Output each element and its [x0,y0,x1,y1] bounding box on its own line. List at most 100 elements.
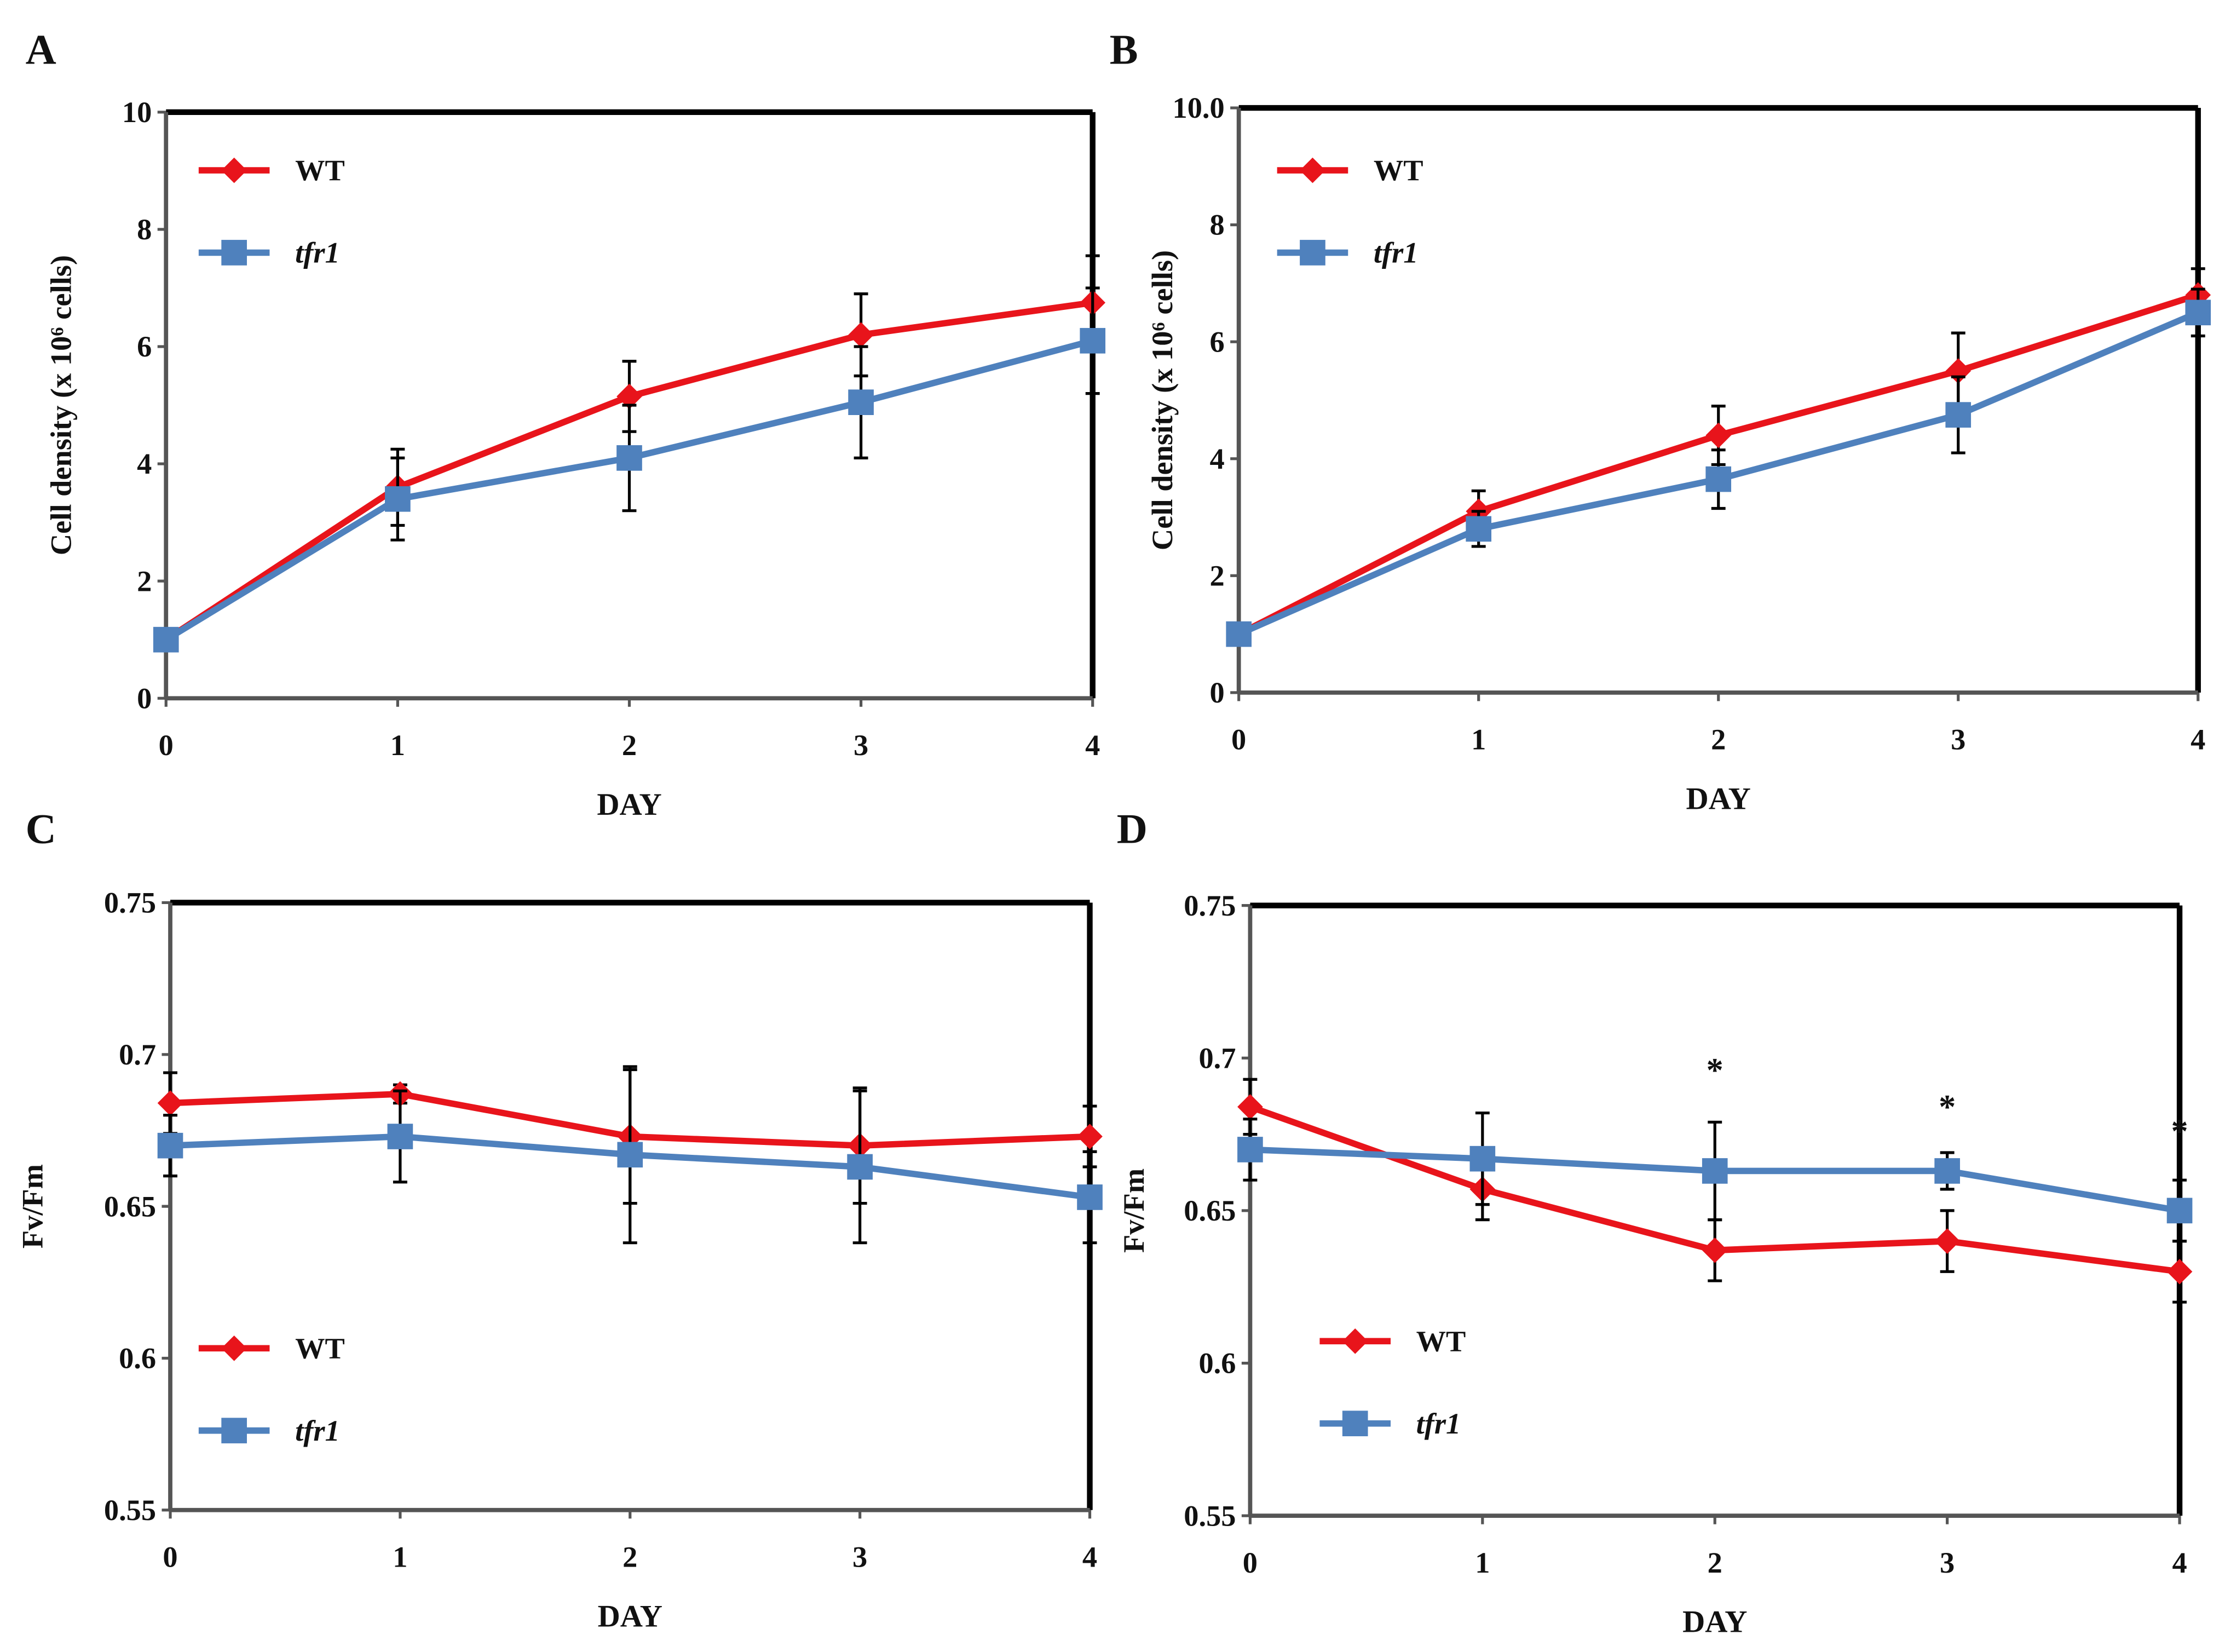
data-point [1945,402,1972,428]
x-tick-label: 3 [1940,1546,1955,1579]
x-tick-label: 4 [2172,1546,2187,1579]
y-tick-label: 0.55 [1184,1499,1236,1532]
legend-marker [221,240,247,266]
x-tick-label: 2 [622,1540,637,1573]
y-axis-title: Fv/Fm [16,1164,49,1248]
y-tick-label: 0 [1210,676,1225,709]
y-tick-label: 6 [137,330,152,363]
significance-asterisk: * [1707,1052,1723,1089]
x-tick-label: 0 [1243,1546,1258,1579]
data-point [387,1124,413,1149]
y-tick-label: 0.75 [104,887,156,919]
data-point [1705,466,1732,492]
data-point [1469,1146,1496,1172]
legend-label: WT [295,1332,345,1365]
y-tick-label: 0.6 [1198,1347,1236,1380]
y-axis-title: Fv/Fm [1117,1169,1150,1253]
legend-label: tfr1 [1374,237,1419,269]
significance-asterisk: * [1939,1089,1956,1126]
x-tick-label: 2 [622,729,637,762]
legend-marker [1342,1328,1368,1354]
data-point [1934,1158,1960,1184]
x-tick-label: 0 [163,1540,177,1573]
data-point [848,322,874,348]
x-tick-label: 2 [1708,1546,1722,1579]
data-point [847,1154,873,1180]
x-tick-label: 1 [1475,1546,1490,1579]
data-point [1226,621,1252,647]
series-tfr1 [157,1065,1103,1245]
y-tick-label: 0.6 [119,1342,156,1375]
panel-label: A [26,26,56,73]
x-tick-label: 0 [159,729,174,762]
y-tick-label: 0.65 [1184,1194,1236,1227]
panel-c: C 0.55 0.6 0.65 0.7 0.75 0 1 2 3 4 DAY Fv/Fm WT tfr1 [16,805,1103,1633]
series-tfr1 [1237,1111,2193,1243]
data-point [2166,1259,2193,1285]
data-point [616,383,642,410]
panel-a: A 0 2 4 6 8 10 0 1 2 3 4 DAY Cell density (x 10⁶ cell… [26,26,1106,822]
y-tick-label: 4 [1210,442,1225,475]
x-tick-label: 3 [854,729,868,762]
data-point [1077,1124,1103,1149]
y-tick-label: 0.75 [1184,889,1236,922]
x-axis-title: DAY [597,787,661,822]
data-point [2185,300,2211,326]
x-tick-label: 3 [1951,723,1965,756]
data-point [616,445,642,471]
legend-marker [221,1418,247,1443]
y-tick-label: 8 [1210,209,1225,241]
data-point [2166,1198,2193,1224]
y-tick-label: 6 [1210,325,1225,358]
data-point [1934,1228,1960,1254]
data-point [1237,1137,1263,1162]
y-tick-label: 0.7 [1198,1041,1236,1074]
panel-label: D [1117,805,1148,853]
y-tick-label: 2 [1210,559,1225,592]
data-point [1466,516,1492,542]
legend-label: WT [295,154,345,187]
x-tick-label: 1 [393,1540,407,1573]
y-tick-label: 8 [137,213,152,246]
x-tick-label: 3 [852,1540,867,1573]
x-axis-title: DAY [1682,1605,1747,1639]
panel-d: D 0.55 0.6 0.65 0.7 0.75 0 1 2 3 4 DAY Fv/Fm WT tfr1 * *… [1117,805,2193,1639]
data-point [157,1090,183,1116]
y-axis-title: Cell density (x 10⁶ cells) [1146,250,1179,550]
significance-asterisk: * [2171,1113,2188,1150]
y-axis-title: Cell density (x 10⁶ cells) [45,255,78,555]
legend-label: WT [1374,154,1423,187]
y-tick-label: 2 [137,565,152,597]
data-point [153,626,179,653]
legend-label: tfr1 [295,237,340,269]
x-tick-label: 4 [1085,729,1100,762]
y-tick-label: 0.7 [119,1038,156,1071]
legend-marker [1300,240,1325,266]
series-tfr1 [153,286,1106,653]
y-tick-label: 4 [137,447,152,480]
data-point [385,486,411,512]
x-tick-label: 1 [390,729,405,762]
data-point [617,1142,643,1168]
data-point [1705,422,1732,448]
legend-label: WT [1416,1325,1466,1357]
x-tick-label: 0 [1231,723,1246,756]
x-tick-label: 4 [2191,723,2205,756]
legend-label: tfr1 [1416,1407,1461,1440]
legend-marker [1300,157,1325,183]
y-tick-label: 10 [122,96,152,129]
data-point [1080,327,1106,354]
x-axis-title: DAY [598,1599,662,1633]
series-tfr1 [1226,287,2211,647]
legend-marker [221,1335,247,1361]
data-point [157,1132,183,1159]
y-tick-label: 10.0 [1173,91,1225,124]
data-point [1702,1158,1728,1184]
series-wt [1237,1078,2193,1304]
panel-label: B [1110,26,1138,73]
x-tick-label: 4 [1082,1540,1097,1573]
y-tick-label: 0.55 [104,1494,156,1527]
legend-marker [221,157,247,183]
x-tick-label: 1 [1471,723,1486,756]
